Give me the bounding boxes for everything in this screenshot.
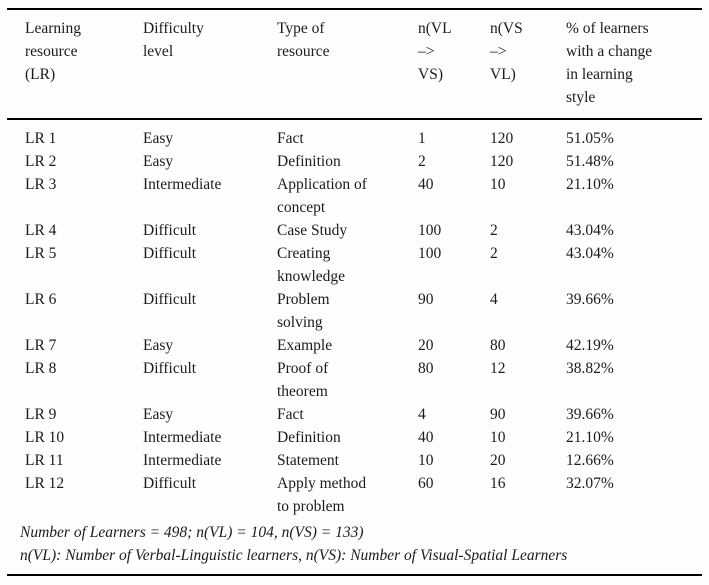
cell-type: Problem solving bbox=[277, 291, 330, 331]
cell-lr: LR 4 bbox=[25, 222, 57, 239]
cell-lr: LR 8 bbox=[25, 360, 57, 377]
cell-difficulty: Difficult bbox=[143, 222, 197, 239]
cell-difficulty: Easy bbox=[143, 153, 174, 170]
col-header-learning-resource: Learning resource (LR) bbox=[7, 10, 143, 120]
cell-n-vl-vs: 60 bbox=[418, 475, 434, 492]
cell-n-vl-vs: 80 bbox=[418, 360, 434, 377]
cell-pct: 43.04% bbox=[566, 222, 614, 239]
cell-lr: LR 2 bbox=[25, 153, 57, 170]
table-footnotes: Number of Learners = 498; n(VL) = 104, n… bbox=[7, 518, 702, 574]
cell-lr: LR 6 bbox=[25, 291, 57, 308]
cell-difficulty: Intermediate bbox=[143, 176, 222, 193]
cell-n-vl-vs: 100 bbox=[418, 222, 442, 239]
col-header-pct-change: % of learners with a change in learning … bbox=[566, 10, 702, 120]
cell-pct: 51.05% bbox=[566, 130, 614, 147]
cell-pct: 39.66% bbox=[566, 406, 614, 423]
col-header-n-vs-vl: n(VS –> VL) bbox=[490, 10, 566, 120]
table-row: LR 2 Easy Definition 2 120 51.48% bbox=[7, 150, 702, 173]
cell-n-vl-vs: 40 bbox=[418, 176, 434, 193]
table-row: LR 4 Difficult Case Study 100 2 43.04% bbox=[7, 219, 702, 242]
cell-type: Definition bbox=[277, 429, 341, 446]
cell-n-vl-vs: 4 bbox=[418, 406, 426, 423]
cell-pct: 21.10% bbox=[566, 176, 614, 193]
cell-lr: LR 12 bbox=[25, 475, 65, 492]
cell-lr: LR 3 bbox=[25, 176, 57, 193]
cell-lr: LR 11 bbox=[25, 452, 64, 469]
cell-type: Definition bbox=[277, 153, 341, 170]
footnote-abbreviations: n(VL): Number of Verbal-Linguistic learn… bbox=[20, 547, 568, 564]
cell-lr: LR 1 bbox=[25, 130, 57, 147]
cell-n-vs-vl: 16 bbox=[490, 475, 506, 492]
cell-type: Fact bbox=[277, 130, 304, 147]
cell-lr: LR 9 bbox=[25, 406, 57, 423]
cell-type: Application of concept bbox=[277, 176, 367, 216]
cell-n-vs-vl: 120 bbox=[490, 130, 514, 147]
cell-type: Case Study bbox=[277, 222, 348, 239]
cell-type: Example bbox=[277, 337, 333, 354]
col-header-type-of-resource: Type of resource bbox=[277, 10, 418, 120]
cell-difficulty: Intermediate bbox=[143, 452, 222, 469]
cell-pct: 51.48% bbox=[566, 153, 614, 170]
learning-resource-table: Learning resource (LR) Difficulty level … bbox=[7, 10, 702, 518]
cell-n-vs-vl: 80 bbox=[490, 337, 506, 354]
cell-n-vl-vs: 20 bbox=[418, 337, 434, 354]
cell-n-vs-vl: 2 bbox=[490, 222, 498, 239]
table-body: LR 1 Easy Fact 1 120 51.05% LR 2 Easy De… bbox=[7, 119, 702, 518]
footnote-learner-counts: Number of Learners = 498; n(VL) = 104, n… bbox=[20, 524, 364, 541]
cell-pct: 21.10% bbox=[566, 429, 614, 446]
table-row: LR 8 Difficult Proof of theorem 80 12 38… bbox=[7, 357, 702, 403]
cell-n-vs-vl: 10 bbox=[490, 429, 506, 446]
cell-pct: 42.19% bbox=[566, 337, 614, 354]
learning-resource-table-frame: Learning resource (LR) Difficulty level … bbox=[7, 8, 702, 576]
col-header-n-vl-vs: n(VL –> VS) bbox=[418, 10, 490, 120]
cell-n-vl-vs: 40 bbox=[418, 429, 434, 446]
cell-lr: LR 10 bbox=[25, 429, 65, 446]
cell-difficulty: Easy bbox=[143, 406, 174, 423]
col-header-difficulty-level: Difficulty level bbox=[143, 10, 277, 120]
cell-n-vs-vl: 2 bbox=[490, 245, 498, 262]
cell-n-vs-vl: 20 bbox=[490, 452, 506, 469]
cell-difficulty: Difficult bbox=[143, 291, 197, 308]
cell-difficulty: Easy bbox=[143, 130, 174, 147]
cell-type: Creating knowledge bbox=[277, 245, 346, 285]
cell-n-vs-vl: 90 bbox=[490, 406, 506, 423]
cell-pct: 12.66% bbox=[566, 452, 614, 469]
table-row: LR 9 Easy Fact 4 90 39.66% bbox=[7, 403, 702, 426]
cell-type: Proof of theorem bbox=[277, 360, 329, 400]
cell-difficulty: Difficult bbox=[143, 360, 197, 377]
cell-type: Statement bbox=[277, 452, 339, 469]
table-row: LR 1 Easy Fact 1 120 51.05% bbox=[7, 119, 702, 150]
cell-n-vl-vs: 90 bbox=[418, 291, 434, 308]
table-row: LR 3 Intermediate Application of concept… bbox=[7, 173, 702, 219]
cell-n-vs-vl: 10 bbox=[490, 176, 506, 193]
cell-difficulty: Intermediate bbox=[143, 429, 222, 446]
cell-pct: 32.07% bbox=[566, 475, 614, 492]
cell-difficulty: Difficult bbox=[143, 245, 197, 262]
cell-difficulty: Difficult bbox=[143, 475, 197, 492]
cell-n-vs-vl: 4 bbox=[490, 291, 498, 308]
cell-pct: 43.04% bbox=[566, 245, 614, 262]
table-row: LR 5 Difficult Creating knowledge 100 2 … bbox=[7, 242, 702, 288]
table-row: LR 6 Difficult Problem solving 90 4 39.6… bbox=[7, 288, 702, 334]
table-row: LR 11 Intermediate Statement 10 20 12.66… bbox=[7, 449, 702, 472]
table-row: LR 10 Intermediate Definition 40 10 21.1… bbox=[7, 426, 702, 449]
cell-lr: LR 7 bbox=[25, 337, 57, 354]
table-row: LR 12 Difficult Apply method to problem … bbox=[7, 472, 702, 518]
cell-pct: 39.66% bbox=[566, 291, 614, 308]
table-header: Learning resource (LR) Difficulty level … bbox=[7, 10, 702, 120]
cell-type: Fact bbox=[277, 406, 304, 423]
cell-n-vs-vl: 12 bbox=[490, 360, 506, 377]
cell-n-vl-vs: 10 bbox=[418, 452, 434, 469]
cell-n-vs-vl: 120 bbox=[490, 153, 514, 170]
cell-n-vl-vs: 1 bbox=[418, 130, 426, 147]
cell-lr: LR 5 bbox=[25, 245, 57, 262]
table-header-row: Learning resource (LR) Difficulty level … bbox=[7, 10, 702, 120]
cell-difficulty: Easy bbox=[143, 337, 174, 354]
table-row: LR 7 Easy Example 20 80 42.19% bbox=[7, 334, 702, 357]
cell-pct: 38.82% bbox=[566, 360, 614, 377]
cell-n-vl-vs: 2 bbox=[418, 153, 426, 170]
cell-n-vl-vs: 100 bbox=[418, 245, 442, 262]
cell-type: Apply method to problem bbox=[277, 475, 367, 515]
